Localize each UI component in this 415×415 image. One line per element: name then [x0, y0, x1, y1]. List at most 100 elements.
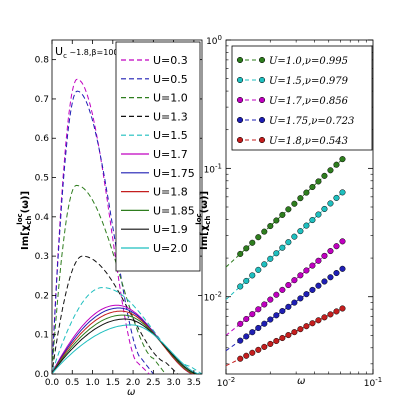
right-series-point: [291, 277, 298, 284]
right-series-point: [297, 195, 304, 202]
left-legend-label: U=1.7: [153, 148, 188, 161]
right-series-point: [321, 172, 328, 179]
right-series-point: [315, 211, 322, 218]
right-series-point: [309, 320, 316, 327]
right-series-point: [333, 161, 340, 168]
right-series-point: [339, 156, 346, 163]
left-series-group: [52, 78, 203, 375]
left-y-tick-label: 0.8: [35, 56, 50, 66]
right-series-point: [339, 305, 346, 312]
right-series-point: [273, 217, 280, 224]
right-series-point: [249, 239, 256, 246]
right-legend-swatch-dot: [258, 116, 266, 124]
left-series-line: [52, 90, 154, 375]
right-series-point: [267, 340, 274, 347]
right-series-point: [261, 261, 268, 268]
right-legend-swatch-dot: [236, 56, 244, 64]
right-y-tick-label: 10-1: [204, 162, 222, 175]
right-x-label: ω: [297, 376, 305, 387]
right-series-point: [315, 317, 322, 324]
left-x-tick-label: 0.0: [45, 378, 60, 388]
right-series-point: [333, 194, 340, 201]
left-legend-label: U=1.8: [153, 186, 188, 199]
left-legend-label: U=1.75: [153, 167, 195, 180]
left-legend-frame: [115, 41, 201, 272]
left-y-tick-label: 0.5: [35, 174, 49, 184]
right-series-point: [333, 269, 340, 277]
right-series-point: [237, 250, 244, 257]
right-series-group: [225, 156, 346, 367]
right-series-point: [321, 314, 328, 321]
right-legend-swatch-dot: [236, 96, 244, 104]
right-series-point: [315, 282, 322, 289]
right-series-point: [267, 222, 274, 230]
right-series-point: [303, 323, 310, 330]
left-series-line: [52, 314, 196, 375]
left-legend-label: U=1.5: [153, 129, 188, 142]
left-series-line: [52, 255, 179, 375]
right-series-point: [303, 222, 310, 229]
right-series-point: [279, 211, 286, 218]
right-series-point: [249, 329, 256, 336]
right-series-point: [327, 248, 334, 255]
left-x-tick-label: 0.5: [65, 378, 79, 388]
right-series-point: [261, 228, 268, 235]
right-series-point: [333, 308, 340, 315]
right-series-point: [327, 167, 334, 174]
left-y-tick-label: 0.4: [35, 213, 50, 223]
right-series-point: [243, 245, 250, 252]
left-series-line: [52, 318, 198, 375]
right-legend-label: U=1.5,ν=0.979: [269, 76, 349, 87]
right-series-point: [261, 320, 268, 327]
right-series-point: [237, 355, 244, 362]
right-series-point: [303, 291, 310, 298]
right-series-point: [267, 296, 274, 303]
left-x-tick-label: 1.0: [85, 378, 100, 388]
right-series-point: [309, 183, 316, 191]
right-series-point: [339, 238, 346, 245]
left-ticks: 0.0 0.5 1.0 1.5 2.0 2.5 3.0 3.5 0.0 0.1 0.2 0.3 0.4 0…: [35, 40, 202, 388]
right-series-point: [291, 200, 298, 207]
right-y-tick-label: 100: [206, 34, 222, 47]
right-series-point: [249, 349, 256, 356]
left-y-tick-label: 0.3: [35, 252, 49, 262]
left-legend-label: U=2.0: [153, 242, 188, 255]
right-series-point: [279, 334, 286, 342]
right-series-point: [267, 255, 274, 262]
right-series-point: [303, 189, 310, 196]
right-series-point: [321, 278, 328, 285]
right-series-point: [279, 308, 286, 315]
right-legend-swatch-dot: [258, 76, 266, 84]
right-series-point: [339, 265, 346, 272]
right-series-point: [327, 274, 334, 281]
right-series-point: [273, 337, 280, 345]
right-legend: U=1.0,ν=0.995 U=1.5,ν=0.979 U=1.7,ν=0.856 U…: [231, 45, 373, 151]
right-series-point: [297, 295, 304, 302]
right-series-point: [261, 343, 268, 350]
right-series-point: [291, 299, 298, 306]
right-series-point: [243, 333, 250, 340]
left-annotation: Uc ~1.8,β=100t: [55, 45, 122, 60]
left-x-tick-label: 2.0: [126, 378, 141, 388]
right-legend-label: U=1.7,ν=0.856: [269, 96, 349, 107]
right-series-point: [285, 281, 292, 289]
left-chart: 0.0 0.5 1.0 1.5 2.0 2.5 3.0 3.5 0.0 0.1 0.2 0.3 0.4 0…: [16, 39, 203, 398]
right-legend-swatch-dot: [236, 76, 244, 84]
right-series-point: [255, 346, 262, 353]
right-series-point: [333, 243, 340, 250]
right-series-point: [321, 252, 328, 259]
left-y-tick-label: 0.0: [35, 370, 50, 380]
right-series-point: [255, 324, 262, 332]
right-y-tick-label: 10-2: [204, 291, 222, 304]
right-series-point: [237, 283, 244, 290]
left-y-tick-label: 0.2: [35, 291, 49, 301]
right-legend-label: U=1.0,ν=0.995: [269, 56, 348, 67]
right-series-point: [297, 326, 304, 333]
left-series-line: [52, 310, 194, 375]
right-series-point: [315, 178, 322, 185]
right-series-point: [309, 216, 316, 224]
right-x-tick-label: 10-1: [364, 376, 382, 389]
left-x-tick-label: 3.5: [187, 378, 201, 388]
right-series-point: [249, 311, 256, 318]
right-series-point: [279, 244, 286, 251]
